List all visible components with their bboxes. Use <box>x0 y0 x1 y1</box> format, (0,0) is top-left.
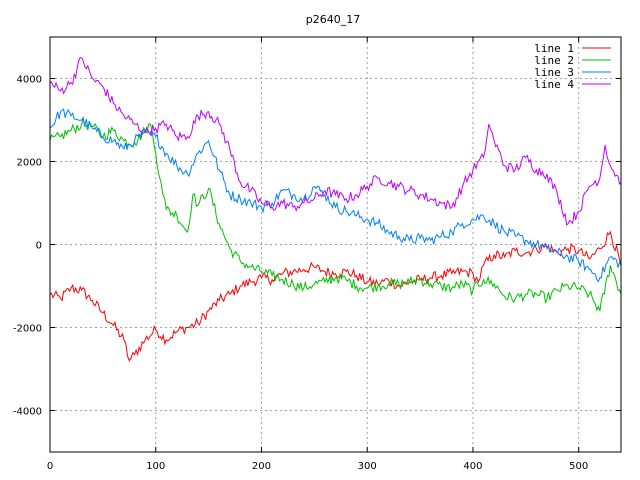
plot-frame <box>49 36 622 453</box>
x-tick-label: 500 <box>569 461 588 472</box>
y-tick-label: -2000 <box>13 324 42 335</box>
x-tick-label: 0 <box>47 461 53 472</box>
axis-ticks: 0 100 200 300 400 500 -4000 -2000 0 2000 4000 <box>13 37 621 472</box>
series-lines <box>49 57 622 362</box>
x-tick-label: 200 <box>252 461 271 472</box>
x-tick-label: 400 <box>463 461 482 472</box>
y-tick-label: 0 <box>36 241 42 252</box>
legend-label-1: line 1 <box>534 42 574 55</box>
legend-label-2: line 2 <box>534 54 574 67</box>
y-tick-label: -4000 <box>13 407 42 418</box>
series-line-1 <box>49 230 622 362</box>
grid-lines <box>50 37 621 452</box>
series-line-4 <box>49 57 622 226</box>
y-tick-label: 4000 <box>17 75 42 86</box>
x-tick-label: 300 <box>358 461 377 472</box>
legend-label-3: line 3 <box>534 66 574 79</box>
chart-title: p2640_17 <box>306 13 360 26</box>
x-tick-label: 100 <box>146 461 165 472</box>
series-line-2 <box>49 117 622 312</box>
legend-label-4: line 4 <box>534 78 574 91</box>
y-tick-label: 2000 <box>17 158 42 169</box>
